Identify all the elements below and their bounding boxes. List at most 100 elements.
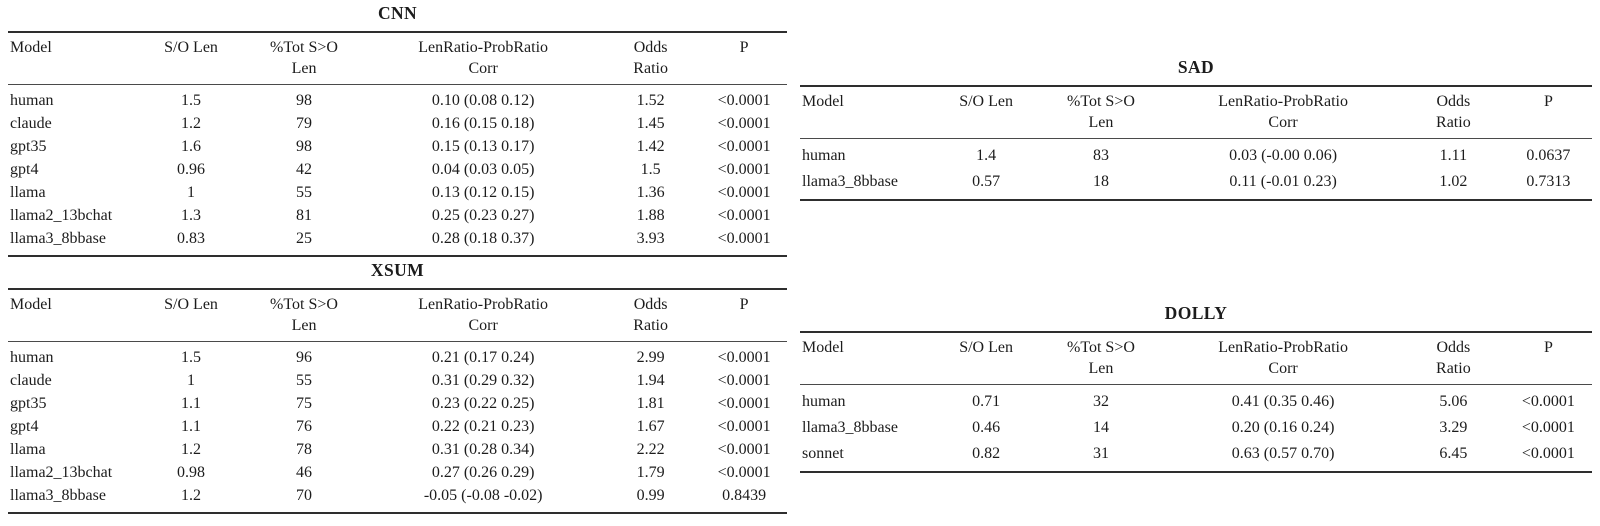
table-cell: 1.6 xyxy=(181,138,202,155)
table-cell: 1.79 xyxy=(636,464,665,481)
table-cell: 1.02 xyxy=(1439,173,1468,190)
table-cell: 0.03 (-0.00 0.06) xyxy=(1229,147,1338,164)
column-header: P xyxy=(701,289,787,342)
table-cell: 1.5 xyxy=(640,161,661,178)
table-cell: 79 xyxy=(296,115,312,132)
table-cell: 0.83 xyxy=(177,230,206,247)
table-cell: <0.0001 xyxy=(1521,445,1575,462)
table-cell: 0.31 (0.28 0.34) xyxy=(431,441,535,458)
table-row: sonnet 0.82 31 0.63 (0.57 0.70) 6.45 <0.0001 xyxy=(800,441,1592,473)
table-header: Model S/O Len %Tot S>O Len LenRatio-ProbRati… xyxy=(8,289,787,342)
table-cell: 1.5 xyxy=(181,349,202,366)
table-cell: 0.99 xyxy=(636,487,665,504)
header-row: Model S/O Len %Tot S>O Len LenRatio-ProbRati… xyxy=(800,332,1592,385)
column-header: Odds Ratio xyxy=(1401,332,1505,385)
column-header: LenRatio-ProbRatio Corr xyxy=(1164,332,1402,385)
table-cell: 0.8439 xyxy=(722,487,767,504)
table-cell: 0.7313 xyxy=(1526,173,1571,190)
table-cell: 96 xyxy=(296,349,312,366)
table-cell: human xyxy=(10,92,54,109)
table-row: human 0.71 32 0.41 (0.35 0.46) 5.06 <0.0001 xyxy=(800,385,1592,415)
table-cell: gpt35 xyxy=(10,138,47,155)
table-cell: 98 xyxy=(296,92,312,109)
table-cell: claude xyxy=(10,372,52,389)
table-cell: 1.36 xyxy=(636,184,665,201)
table-cell: llama3_8bbase xyxy=(10,487,106,504)
table-row: human 1.5 96 0.21 (0.17 0.24) 2.99 <0.0001 xyxy=(8,342,787,370)
table-cell: <0.0001 xyxy=(717,464,771,481)
table-cell: 14 xyxy=(1092,419,1109,436)
table-row: claude 1.2 79 0.16 (0.15 0.18) 1.45 <0.0001 xyxy=(8,112,787,135)
table-cell: 0.96 xyxy=(177,161,206,178)
table-cell: 0.11 (-0.01 0.23) xyxy=(1229,173,1337,190)
table-cell: 46 xyxy=(296,464,312,481)
table-header: Model S/O Len %Tot S>O Len LenRatio-ProbRati… xyxy=(8,32,787,85)
table-cell: gpt4 xyxy=(10,161,39,178)
data-table-xsum: Model S/O Len %Tot S>O Len LenRatio-ProbRati… xyxy=(8,288,787,514)
table-cell: 2.22 xyxy=(636,441,665,458)
table-cell: 0.41 (0.35 0.46) xyxy=(1231,393,1335,410)
table-cell: 0.21 (0.17 0.24) xyxy=(431,349,535,366)
table-row: llama 1 55 0.13 (0.12 0.15) 1.36 <0.0001 xyxy=(8,181,787,204)
column-header: S/O Len xyxy=(934,86,1038,139)
table-row: claude 1 55 0.31 (0.29 0.32) 1.94 <0.0001 xyxy=(8,369,787,392)
table-cell: 32 xyxy=(1092,393,1109,410)
table-row: llama 1.2 78 0.31 (0.28 0.34) 2.22 <0.0001 xyxy=(8,438,787,461)
table-row: llama2_13bchat 0.98 46 0.27 (0.26 0.29) 1.79… xyxy=(8,461,787,484)
table-section-dolly: DOLLY Model S/O Len %Tot S>O Len LenRatio-Pr… xyxy=(800,303,1592,473)
table-cell: <0.0001 xyxy=(1521,393,1575,410)
table-header: Model S/O Len %Tot S>O Len LenRatio-ProbRati… xyxy=(800,332,1592,385)
column-header: Model xyxy=(800,332,935,385)
table-cell: 0.20 (0.16 0.24) xyxy=(1231,419,1335,436)
table-cell: <0.0001 xyxy=(717,207,771,224)
table-cell: 70 xyxy=(296,487,312,504)
table-cell: 0.98 xyxy=(177,464,206,481)
table-cell: <0.0001 xyxy=(717,92,771,109)
column-header: Model xyxy=(800,86,935,139)
table-cell: 0.31 (0.29 0.32) xyxy=(431,372,535,389)
column-header: P xyxy=(1504,86,1592,139)
column-header: %Tot S>O Len xyxy=(1037,332,1165,385)
table-header: Model S/O Len %Tot S>O Len LenRatio-ProbRati… xyxy=(800,86,1592,139)
column-header: Odds Ratio xyxy=(600,32,702,85)
column-header: Model xyxy=(8,289,141,342)
column-header: P xyxy=(1504,332,1592,385)
table-cell: 1.11 xyxy=(1439,147,1468,164)
table-cell: 3.93 xyxy=(636,230,665,247)
table-cell: 1.3 xyxy=(181,207,202,224)
table-row: gpt35 1.6 98 0.15 (0.13 0.17) 1.42 <0.0001 xyxy=(8,135,787,158)
table-cell: 1.2 xyxy=(181,487,202,504)
data-table-dolly: Model S/O Len %Tot S>O Len LenRatio-ProbRati… xyxy=(800,331,1592,473)
table-cell: sonnet xyxy=(802,445,844,462)
data-table-cnn: Model S/O Len %Tot S>O Len LenRatio-ProbRati… xyxy=(8,31,787,257)
table-cell: 1.52 xyxy=(636,92,665,109)
table-section-xsum: XSUM Model S/O Len %Tot S>O Len LenRatio-Pro… xyxy=(8,260,787,514)
column-header: S/O Len xyxy=(140,289,242,342)
table-row: llama3_8bbase 0.57 18 0.11 (-0.01 0.23) 1.02… xyxy=(800,169,1592,201)
table-cell: 6.45 xyxy=(1439,445,1468,462)
table-cell: human xyxy=(802,393,846,410)
table-cell: <0.0001 xyxy=(717,395,771,412)
column-header: LenRatio-ProbRatio Corr xyxy=(366,32,600,85)
table-cell: llama2_13bchat xyxy=(10,464,113,481)
table-cell: <0.0001 xyxy=(717,161,771,178)
table-cell: 76 xyxy=(296,418,312,435)
table-cell: 5.06 xyxy=(1439,393,1468,410)
table-cell: 83 xyxy=(1092,147,1109,164)
table-title-sad: SAD xyxy=(1177,57,1215,77)
table-cell: <0.0001 xyxy=(717,230,771,247)
column-header: S/O Len xyxy=(140,32,242,85)
table-cell: gpt4 xyxy=(10,418,39,435)
column-header: %Tot S>O Len xyxy=(241,289,367,342)
table-cell: claude xyxy=(10,115,52,132)
table-cell: 18 xyxy=(1092,173,1109,190)
table-cell: 0.82 xyxy=(972,445,1001,462)
table-cell: 0.16 (0.15 0.18) xyxy=(431,115,535,132)
column-header: %Tot S>O Len xyxy=(241,32,367,85)
table-cell: 2.99 xyxy=(636,349,665,366)
table-cell: 1.5 xyxy=(181,92,202,109)
table-cell: 0.25 (0.23 0.27) xyxy=(431,207,535,224)
data-table-sad: Model S/O Len %Tot S>O Len LenRatio-ProbRati… xyxy=(800,85,1592,201)
table-cell: human xyxy=(10,349,54,366)
column-header: %Tot S>O Len xyxy=(1037,86,1165,139)
